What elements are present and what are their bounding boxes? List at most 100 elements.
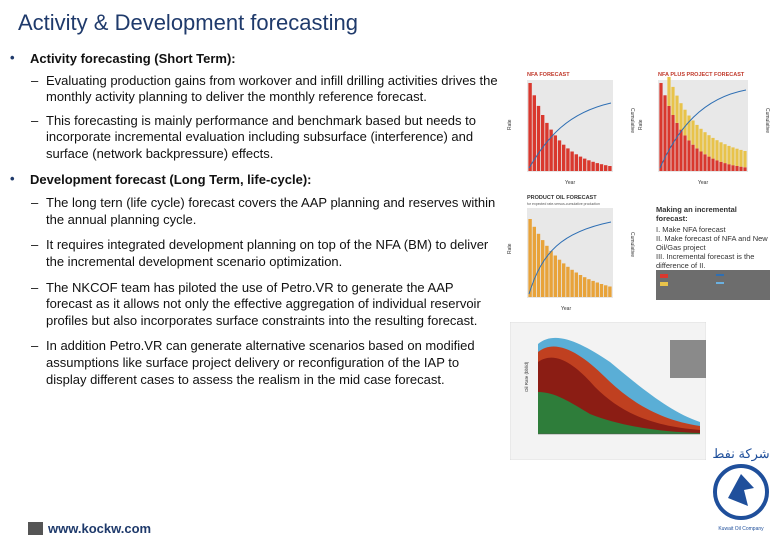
bar [735,166,739,171]
dash: – [31,112,39,128]
bullet-heading: Development forecast (Long Term, life-cy… [30,171,312,187]
bar [727,145,731,165]
bar [663,95,667,171]
bar [557,140,562,171]
bar [723,144,727,164]
bar [541,115,545,171]
website-text: www.kockw.com [48,521,152,536]
bar [536,105,541,171]
area-legend [670,340,706,378]
bar [659,83,663,171]
cumulative-line [528,221,612,295]
note-item: III. Incremental forecast is the differe… [656,252,755,270]
bullet-activity-forecasting: • Activity forecasting (Short Term): [10,50,502,68]
dash: – [31,237,39,253]
bar [679,129,683,171]
bar [553,255,557,297]
bar [707,156,711,171]
area-series-green [538,392,700,434]
project-oil-forecast-figure: PRODUCT OIL FORECAST for expected rate-v… [507,195,635,312]
bars [528,219,612,297]
bar [711,158,715,171]
dash: – [31,338,39,354]
bar [699,128,703,152]
bar [703,154,707,171]
bar [604,285,608,297]
sub-bullet-text: In addition Petro.VR can generate altern… [46,338,475,387]
bar [711,137,715,159]
legend-swatch [660,274,668,278]
x-axis-label: Year [561,306,571,312]
legend-bar [656,270,770,300]
cumulative-line [659,89,747,169]
bar [608,286,612,297]
dash: – [31,195,39,211]
bar [574,272,578,297]
bars [528,83,612,171]
legend-background [656,270,770,300]
bar [671,86,675,115]
bar [545,245,549,297]
bar [595,163,599,171]
bar [727,164,731,171]
figure-title: NFA FORECAST [527,72,570,78]
bar [667,76,671,106]
bar [599,164,604,171]
x-axis-label: Year [698,180,708,186]
slide-title: Activity & Development forecasting [18,10,358,35]
bar [683,109,687,136]
bar [739,166,743,171]
legend-swatch [660,282,668,286]
bar [541,240,545,297]
sub-bullet-text: Evaluating production gains from workove… [46,72,498,105]
bar [703,132,707,155]
square-icon [28,522,43,535]
sub-bullet: – It requires integrated development plan… [10,237,502,270]
dash: – [31,72,39,88]
bullet-dot: • [10,50,15,65]
bar [743,151,747,168]
bar [687,140,691,171]
bar [578,156,583,171]
figure-title: PRODUCT OIL FORECAST [527,195,597,201]
bar [574,154,578,171]
logo-text: Kuwait Oil Company [718,526,764,532]
bullet-development-forecast: • Development forecast (Long Term, life-… [10,171,502,189]
bar [731,165,735,171]
bar [562,263,566,297]
bar [528,83,532,171]
incremental-note: Making an incremental forecast: I. Make … [656,205,770,270]
legend-swatch [716,282,724,284]
bullet-heading: Activity forecasting (Short Term): [30,51,236,66]
bar [570,151,574,171]
figure-subtitle: for expected rate-versus-cumulative prod… [527,202,600,206]
sub-bullet-text: This forecasting is mainly performance a… [46,112,476,161]
cumulative-line [528,102,612,169]
bar [583,158,587,171]
y2-axis-label: Cumulative [629,232,635,257]
bar [528,219,532,297]
bar [739,149,743,167]
falcon-icon [728,474,754,506]
bar [743,167,747,171]
bar [549,129,553,171]
bar [719,161,723,171]
bar [532,95,536,171]
nfa-forecast-figure: NFA FORECAST Rate Cumulative Year [507,72,635,186]
legend-swatch [716,274,724,276]
bar [735,148,739,166]
y2-axis-label: Cumulative [764,108,770,133]
bar [599,284,604,297]
y-axis-label: Rate [507,243,513,254]
bar [536,233,541,297]
sub-bullet: – This forecasting is mainly performance … [10,113,502,163]
sub-bullet: – The long tern (life cycle) forecast cov… [10,195,502,228]
bar [532,226,536,297]
sub-bullet-text: The NKCOF team has piloted the use of Pe… [46,279,481,328]
bar [557,259,562,297]
bar [691,120,695,145]
aggregate-area-chart: Oil Rate (bbl/d) [510,322,706,460]
bar [731,147,735,166]
bar [566,266,570,297]
website-link[interactable]: www.kockw.com [28,521,151,536]
